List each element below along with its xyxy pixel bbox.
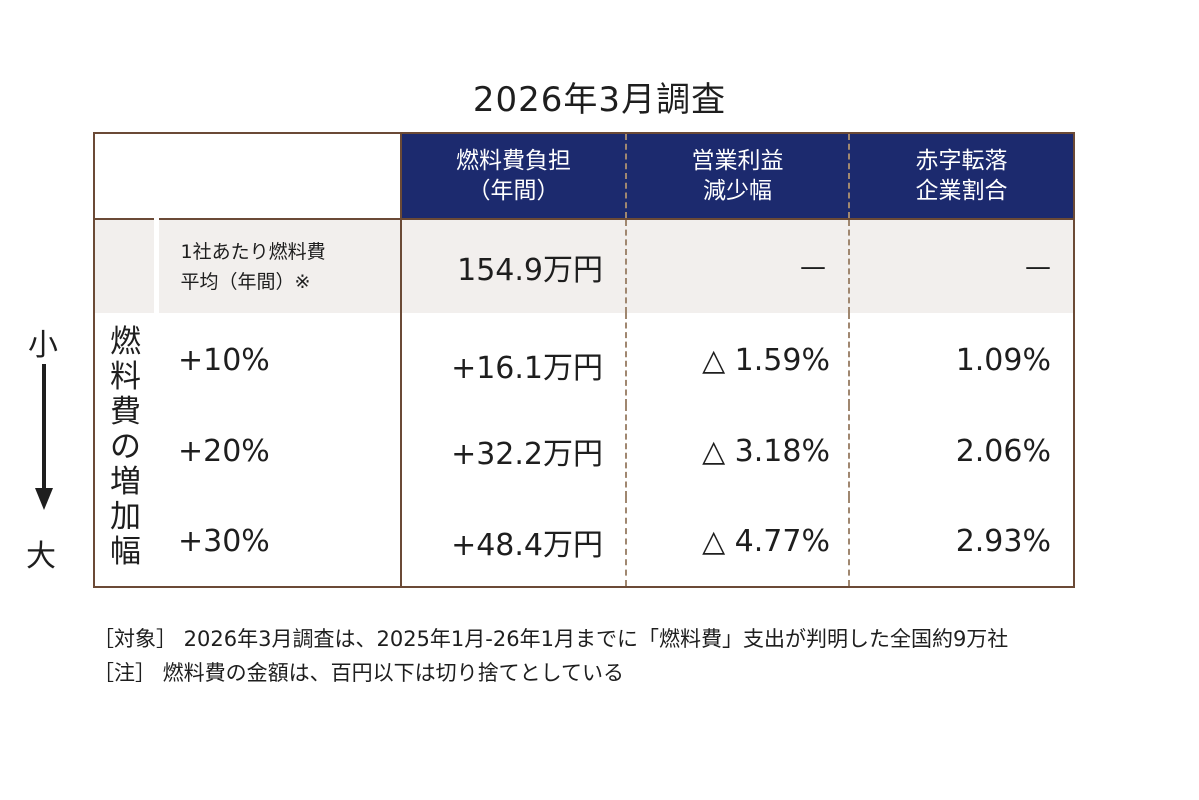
burden-cell: +48.4万円 bbox=[400, 497, 626, 587]
increase-vertical-label: 燃 料 費 の 増 加 幅 bbox=[94, 313, 156, 587]
average-label: 1社あたり燃料費 平均（年間）※ bbox=[156, 219, 401, 313]
average-label-line2: 平均（年間）※ bbox=[180, 270, 311, 293]
fuel-cost-table: 燃料費負担 （年間） 営業利益 減少幅 赤字転落 企業割合 1社あたり燃料費 平… bbox=[93, 132, 1075, 588]
table-row: 燃 料 費 の 増 加 幅 +10% +16.1万円 △ 1.59% 1.09% bbox=[94, 313, 1074, 570]
header-burden-line2: （年間） bbox=[467, 178, 560, 204]
average-profit: — bbox=[625, 219, 849, 313]
burden-cell: +32.2万円 bbox=[400, 405, 626, 497]
header-profit: 営業利益 減少幅 bbox=[626, 133, 850, 220]
header-deficit: 赤字転落 企業割合 bbox=[849, 133, 1074, 220]
average-blank-cell bbox=[94, 219, 159, 313]
average-deficit: — bbox=[848, 219, 1074, 313]
header-profit-line1: 営業利益 bbox=[691, 148, 784, 174]
header-empty-cell bbox=[94, 133, 402, 220]
footnote-note: ［注］ 燃料費の金額は、百円以下は切り捨てとしている bbox=[93, 661, 625, 685]
header-burden: 燃料費負担 （年間） bbox=[401, 133, 627, 220]
vertical-char: の bbox=[110, 429, 141, 465]
arrow-down-icon bbox=[35, 364, 53, 510]
increase-cell: +20% bbox=[178, 433, 270, 469]
increase-cell: +30% bbox=[178, 524, 270, 559]
side-label-small: 小 bbox=[28, 328, 58, 363]
increase-cell: +10% bbox=[178, 343, 270, 378]
header-profit-line2: 減少幅 bbox=[703, 178, 772, 204]
header-burden-line1: 燃料費負担 bbox=[456, 148, 571, 174]
footnote-target: ［対象］ 2026年3月調査は、2025年1月-26年1月までに「燃料費」支出が… bbox=[93, 627, 1009, 651]
average-burden: 154.9万円 bbox=[400, 219, 626, 313]
deficit-cell: 2.93% bbox=[848, 497, 1074, 587]
footnotes: ［対象］ 2026年3月調査は、2025年1月-26年1月までに「燃料費」支出が… bbox=[93, 622, 1008, 690]
header-deficit-line2: 企業割合 bbox=[915, 178, 1008, 204]
vertical-char: 燃 bbox=[110, 324, 141, 360]
profit-cell: △ 1.59% bbox=[625, 313, 849, 405]
table-title: 2026年3月調査 bbox=[472, 80, 727, 120]
deficit-cell: 1.09% bbox=[848, 313, 1074, 405]
profit-cell: △ 3.18% bbox=[625, 405, 849, 497]
side-label-large: 大 bbox=[26, 539, 56, 574]
table-row: +30% +48.4万円 △ 4.77% 2.93% bbox=[94, 497, 1074, 587]
profit-cell: △ 4.77% bbox=[625, 497, 849, 587]
vertical-char: 加 bbox=[110, 499, 141, 535]
vertical-char: 費 bbox=[110, 394, 141, 430]
vertical-char: 幅 bbox=[110, 534, 141, 570]
table-row: +20% +32.2万円 △ 3.18% 2.06% bbox=[94, 405, 1074, 497]
header-deficit-line1: 赤字転落 bbox=[915, 148, 1008, 174]
deficit-cell: 2.06% bbox=[848, 405, 1074, 497]
average-row: 1社あたり燃料費 平均（年間）※ 154.9万円 — — bbox=[94, 219, 1074, 313]
vertical-char: 料 bbox=[110, 359, 141, 395]
average-label-line1: 1社あたり燃料費 bbox=[180, 240, 326, 263]
header-row: 燃料費負担 （年間） 営業利益 減少幅 赤字転落 企業割合 bbox=[94, 133, 1074, 220]
burden-cell: +16.1万円 bbox=[400, 313, 626, 405]
vertical-char: 増 bbox=[110, 464, 141, 500]
